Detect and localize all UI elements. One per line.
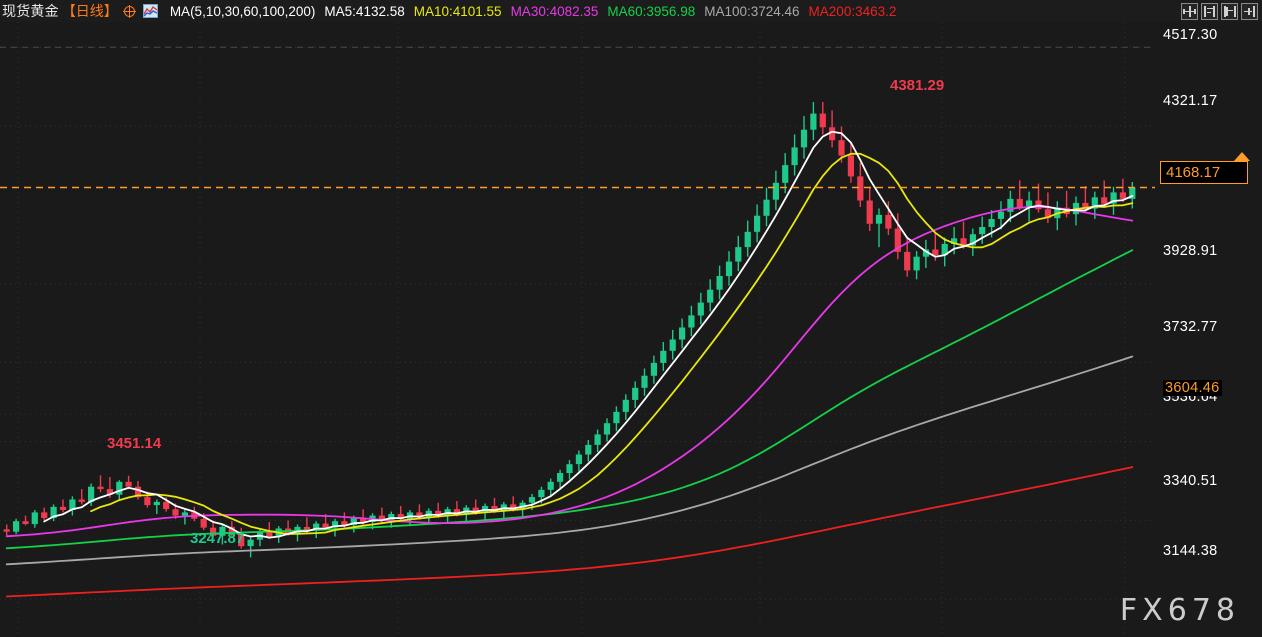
ma100-legend: MA100:3724.46	[704, 3, 800, 19]
align-right-button[interactable]	[1221, 2, 1238, 20]
crosshair-icon[interactable]	[122, 4, 136, 18]
fx678-watermark: FX678	[1119, 593, 1240, 628]
axis-tick-label: 3732.77	[1163, 319, 1218, 335]
ma5-legend: MA5:4132.58	[324, 3, 405, 19]
axis-highlight-label: 3604.46	[1163, 380, 1222, 396]
jump-to-end-button[interactable]	[1241, 2, 1258, 20]
low-annotation-left: 3247.87	[190, 530, 245, 547]
axis-tick-label: 4517.30	[1163, 27, 1218, 43]
ma-definition: MA(5,10,30,60,100,200)	[169, 3, 316, 19]
axis-tick-label: 3340.51	[1163, 473, 1218, 489]
price-tag-arrow	[1234, 152, 1250, 161]
high-annotation-left: 3451.14	[107, 435, 162, 452]
ma30-legend: MA30:4082.35	[510, 3, 599, 19]
fit-crosshair-button[interactable]	[1181, 2, 1198, 20]
current-price-tag[interactable]: 4168.17	[1160, 161, 1248, 184]
axis-tick-label: 4321.17	[1163, 93, 1218, 109]
align-left-button[interactable]	[1201, 2, 1218, 20]
ma200-legend: MA200:3463.2	[808, 3, 897, 19]
period-label: 【日线】	[61, 3, 118, 19]
chart-canvas	[0, 22, 1155, 637]
axis-tick-label: 3928.91	[1163, 243, 1218, 259]
price-axis[interactable]: 4517.30 4321.17 3928.91 3732.77 3536.64 …	[1155, 22, 1262, 637]
ma10-legend: MA10:4101.55	[413, 3, 502, 19]
chart-header-bar: 现货黄金 【日线】 MA(5,10,30,60,100,200) MA5:413…	[0, 0, 1262, 22]
ma60-legend: MA60:3956.98	[607, 3, 696, 19]
axis-tick-label: 3144.38	[1163, 543, 1218, 559]
chart-toolbar	[1181, 2, 1258, 20]
symbol-name: 现货黄金	[2, 3, 59, 19]
high-annotation-peak: 4381.29	[890, 77, 945, 94]
candlestick-chart-plot[interactable]: 4381.29 3451.14 3247.87	[0, 22, 1155, 637]
chart-icon[interactable]	[142, 4, 158, 18]
